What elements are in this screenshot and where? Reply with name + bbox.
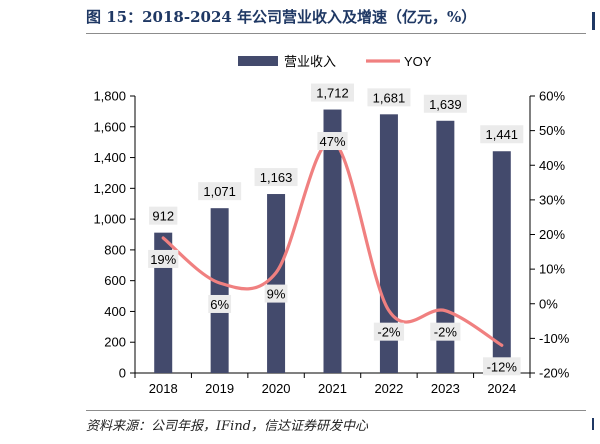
y-left-tick-label: 1,800 <box>93 89 126 104</box>
y-left-tick-label: 1,400 <box>93 150 126 165</box>
y-left-tick-label: 1,600 <box>93 119 126 134</box>
revenue-bar <box>210 208 229 373</box>
revenue-value-label: 1,712 <box>316 86 349 101</box>
x-tick-label: 2019 <box>205 381 234 396</box>
y-right-tick-label: 0% <box>539 296 558 311</box>
y-left-tick-label: 800 <box>104 242 126 257</box>
y-left-tick-label: 200 <box>104 335 126 350</box>
edge-marker-top <box>592 12 595 30</box>
yoy-label-box <box>373 322 405 341</box>
x-tick-label: 2018 <box>149 381 178 396</box>
revenue-label-box <box>149 206 178 225</box>
y-right-tick-label: 60% <box>539 89 565 104</box>
y-left-tick-label: 0 <box>119 366 126 381</box>
yoy-label-box <box>482 357 521 376</box>
revenue-value-label: 1,071 <box>203 184 236 199</box>
yoy-value-label: 47% <box>319 134 345 149</box>
revenue-label-box <box>311 83 354 102</box>
revenue-value-label: 1,681 <box>373 90 406 105</box>
y-right-tick-label: 30% <box>539 192 565 207</box>
revenue-label-box <box>367 88 411 107</box>
y-right-tick-label: 40% <box>539 158 565 173</box>
x-tick-label: 2020 <box>262 381 291 396</box>
revenue-value-label: 1,639 <box>429 97 462 112</box>
yoy-value-label: -12% <box>487 359 518 374</box>
y-left-tick-label: 400 <box>104 304 126 319</box>
revenue-bar <box>267 194 286 373</box>
yoy-value-label: -2% <box>434 325 458 340</box>
revenue-value-label: 912 <box>152 209 174 224</box>
legend-revenue-swatch <box>238 56 278 66</box>
y-right-tick-label: -10% <box>539 331 570 346</box>
x-tick-label: 2024 <box>487 381 516 396</box>
x-tick-label: 2021 <box>318 381 347 396</box>
revenue-value-label: 1,163 <box>260 170 293 185</box>
y-right-tick-label: -20% <box>539 366 570 381</box>
revenue-label-box <box>198 182 242 201</box>
legend-yoy-label: YOY <box>404 54 432 69</box>
y-right-tick-label: 20% <box>539 227 565 242</box>
revenue-bar <box>323 109 342 373</box>
yoy-label-box <box>264 284 288 303</box>
y-left-tick-label: 1,200 <box>93 181 126 196</box>
yoy-value-label: 6% <box>210 297 229 312</box>
revenue-label-box <box>480 125 524 144</box>
source-note: 资料来源：公司年报，IFind，信达证券研发中心 <box>86 419 369 434</box>
edge-marker-bottom <box>592 418 594 430</box>
y-left-tick-label: 600 <box>104 273 126 288</box>
revenue-label-box <box>423 94 467 113</box>
revenue-label-box <box>254 168 298 187</box>
figure-title: 图 15：2018-2024 年公司营业收入及增速（亿元，%） <box>86 8 477 26</box>
legend-revenue-label: 营业收入 <box>284 54 336 69</box>
yoy-label-box <box>317 132 348 151</box>
revenue-bar <box>379 114 398 373</box>
yoy-value-label: 19% <box>150 252 176 267</box>
yoy-label-box <box>148 249 179 268</box>
x-tick-label: 2022 <box>374 381 403 396</box>
y-right-tick-label: 50% <box>539 123 565 138</box>
y-left-tick-label: 1,000 <box>93 212 126 227</box>
revenue-value-label: 1,441 <box>486 127 519 142</box>
source-divider <box>86 410 586 411</box>
title-divider <box>86 33 586 34</box>
yoy-value-label: -2% <box>377 325 401 340</box>
x-tick-label: 2023 <box>431 381 460 396</box>
revenue-bar <box>492 151 511 373</box>
yoy-label-box <box>208 294 232 313</box>
y-right-tick-label: 10% <box>539 262 565 277</box>
yoy-value-label: 9% <box>267 287 286 302</box>
yoy-label-box <box>430 322 461 341</box>
